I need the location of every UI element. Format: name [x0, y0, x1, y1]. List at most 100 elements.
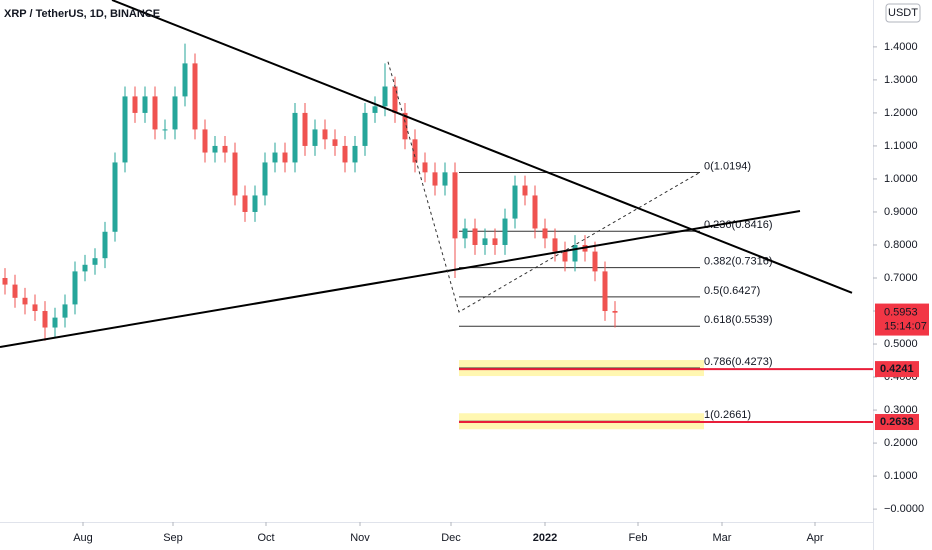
candle-body: [402, 112, 408, 140]
candle-body: [222, 145, 228, 153]
x-tick-label: Sep: [163, 532, 183, 544]
fib-label: 0.382(0.7316): [704, 255, 773, 267]
candle-body: [552, 238, 558, 252]
candle-body: [262, 162, 268, 196]
axis-unit: USDT: [888, 7, 918, 19]
candle-body: [482, 238, 488, 245]
candle-body: [562, 251, 568, 262]
y-tick-label: 0.2000: [884, 437, 918, 449]
trendline: [0, 209, 801, 348]
candle-body: [292, 112, 298, 163]
candle-body: [12, 284, 18, 298]
candle-body: [392, 86, 398, 113]
candle-body: [182, 63, 188, 97]
candle-body: [572, 244, 578, 262]
candle-body: [62, 304, 68, 318]
candle-body: [412, 139, 418, 163]
fib-label: 1(0.2661): [704, 409, 751, 421]
candle-body: [312, 129, 318, 146]
countdown-label: 15:14:07: [884, 320, 927, 332]
x-tick-label: Nov: [350, 532, 370, 544]
candle-body: [252, 195, 258, 212]
candle-body: [282, 152, 288, 163]
y-tick-label: 0.3000: [884, 404, 918, 416]
x-tick-label: Oct: [257, 532, 274, 544]
candle-body: [272, 152, 278, 163]
candle-body: [52, 317, 58, 328]
y-tick-label: 0.7000: [884, 272, 918, 284]
x-tick-label: Feb: [629, 532, 648, 544]
candle-body: [422, 162, 428, 173]
candle-body: [232, 152, 238, 196]
candle-body: [332, 139, 338, 146]
y-tick-label: 1.2000: [884, 107, 918, 119]
candle-body: [352, 145, 358, 163]
candle-body: [132, 96, 138, 113]
candle-body: [592, 251, 598, 272]
price-tag-label: 0.2638: [880, 416, 914, 428]
y-tick-label: 0.5000: [884, 338, 918, 350]
candle-body: [142, 96, 148, 113]
price-tag: [875, 361, 919, 378]
fib-label: 0(1.0194): [704, 160, 751, 172]
x-tick-label: Aug: [73, 532, 93, 544]
candle-body: [502, 218, 508, 245]
fib-label: 0.5(0.6427): [704, 285, 760, 297]
candle-body: [302, 112, 308, 146]
candle-body: [162, 129, 168, 131]
fib-label: 0.786(0.4273): [704, 356, 773, 368]
candle-body: [202, 129, 208, 153]
x-tick-label: Dec: [441, 532, 461, 544]
y-tick-label: 1.0000: [884, 173, 918, 185]
candle-body: [532, 195, 538, 229]
fib-label: 0.236(0.8416): [704, 219, 773, 231]
trendline: [111, 0, 853, 294]
candle-body: [2, 277, 8, 285]
chart-title: XRP / TetherUS, 1D, BINANCE: [4, 8, 160, 20]
fib-label: 0.618(0.5539): [704, 314, 773, 326]
dashed-pattern: [387, 61, 701, 313]
x-tick-label: Apr: [806, 532, 823, 544]
y-tick-label: 0.8000: [884, 239, 918, 251]
candle-body: [172, 96, 178, 130]
y-tick-label: 0.9000: [884, 206, 918, 218]
candle-body: [82, 264, 88, 272]
price-tag-label: 0.4241: [880, 363, 914, 375]
y-tick-label: 1.1000: [884, 140, 918, 152]
candle-body: [452, 172, 458, 239]
candle-body: [92, 258, 98, 265]
candle-body: [22, 297, 28, 305]
x-tick-label: 2022: [533, 532, 557, 544]
candle-body: [432, 172, 438, 186]
candle-body: [42, 311, 48, 328]
candle-body: [112, 162, 118, 232]
candle-body: [322, 129, 328, 140]
y-tick-label: 1.3000: [884, 74, 918, 86]
candle-body: [442, 172, 448, 186]
candle-body: [102, 231, 108, 259]
price-tag: [875, 414, 919, 431]
candle-body: [242, 195, 248, 212]
candle-body: [192, 63, 198, 130]
candle-body: [472, 228, 478, 245]
last-price-label: 0.5953: [884, 306, 918, 318]
candle-body: [522, 185, 528, 196]
candle-body: [542, 228, 548, 239]
candle-body: [152, 96, 158, 130]
y-tick-label: −0.0000: [884, 503, 924, 515]
candle-body: [342, 145, 348, 163]
candle-body: [212, 145, 218, 153]
unit-box: [885, 3, 921, 23]
candle-body: [612, 311, 618, 313]
candle-body: [382, 86, 388, 107]
y-tick-label: 1.4000: [884, 41, 918, 53]
candle-body: [372, 106, 378, 113]
candle-body: [462, 228, 468, 239]
candle-body: [602, 271, 608, 312]
candle-body: [32, 304, 38, 312]
candle-body: [492, 238, 498, 245]
candle-body: [72, 271, 78, 305]
x-tick-label: Mar: [713, 532, 732, 544]
